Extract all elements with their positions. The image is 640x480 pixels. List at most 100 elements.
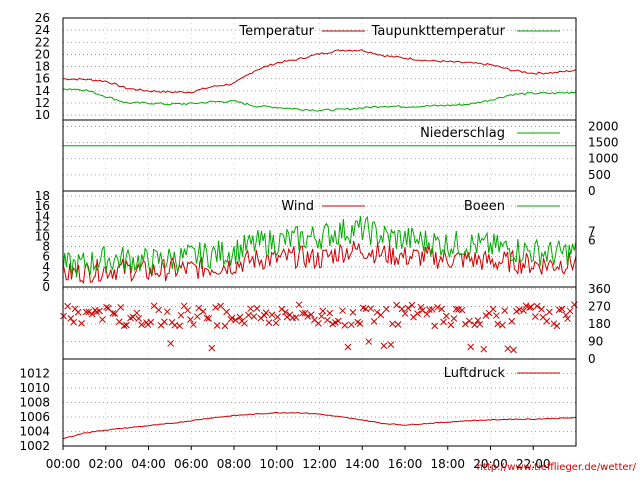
direction-marker [78, 320, 85, 327]
y-tick-label: 1006 [19, 410, 50, 424]
direction-marker [326, 309, 334, 317]
x-tick-label: 22:00 [516, 457, 551, 471]
direction-marker [493, 312, 500, 319]
direction-marker [274, 313, 281, 321]
y-tick-label: 500 [588, 168, 611, 182]
direction-marker [70, 318, 77, 326]
direction-marker [195, 304, 203, 312]
y-tick-label: 4 [42, 260, 50, 274]
direction-marker [564, 315, 571, 323]
legend-label: Boeen [464, 199, 505, 214]
direction-marker [380, 342, 388, 350]
series-line-temperatur [63, 49, 577, 94]
direction-marker [510, 346, 517, 354]
y-tick-label: 1004 [19, 425, 50, 439]
direction-marker [480, 345, 488, 353]
y-tick-label: 180 [588, 317, 611, 331]
direction-marker [334, 317, 342, 325]
direction-marker [250, 313, 258, 320]
direction-marker [241, 320, 248, 327]
legend-label: Temperatur [238, 24, 314, 39]
x-tick-label: 00:00 [46, 457, 81, 471]
direction-marker [526, 304, 533, 311]
direction-marker [401, 310, 409, 317]
legend-label: Wind [281, 199, 314, 214]
direction-marker [180, 302, 188, 310]
direction-marker [155, 306, 163, 314]
direction-marker [520, 307, 527, 314]
y2-tick-label: 6 [588, 234, 596, 248]
direction-marker [553, 322, 561, 330]
direction-marker [462, 320, 469, 328]
legend-label: Niederschlag [420, 126, 505, 141]
y-tick-label: 1500 [588, 136, 619, 150]
direction-marker [438, 305, 445, 313]
direction-marker [60, 312, 67, 320]
direction-marker [120, 322, 128, 330]
panel-frame [62, 358, 577, 447]
legend-label: Luftdruck [444, 366, 506, 381]
direction-marker [135, 315, 143, 322]
direction-marker [419, 307, 426, 314]
direction-marker [349, 309, 357, 316]
direction-marker [428, 306, 436, 313]
direction-marker [377, 311, 385, 319]
y-tick-label: 18 [35, 189, 50, 203]
y-tick-label: 1002 [19, 439, 50, 453]
y-tick-label: 8 [42, 240, 50, 254]
direction-marker [367, 305, 375, 312]
direction-marker [74, 308, 82, 316]
direction-marker [64, 302, 72, 310]
y-tick-label: 1010 [19, 381, 50, 395]
direction-marker [387, 341, 395, 348]
direction-marker [389, 320, 396, 328]
direction-marker [133, 309, 141, 317]
y-tick-label: 2000 [588, 119, 619, 133]
direction-marker [394, 321, 402, 328]
y-tick-label: 20 [35, 47, 50, 61]
direction-marker [212, 304, 219, 311]
direction-marker [184, 306, 192, 314]
x-tick-label: 16:00 [388, 457, 423, 471]
y-tick-label: 12 [35, 219, 50, 233]
y-tick-label: 1000 [588, 152, 619, 166]
direction-marker [546, 308, 553, 316]
direction-marker [383, 305, 390, 313]
direction-marker [299, 309, 306, 317]
direction-marker [232, 316, 239, 324]
x-tick-label: 10:00 [259, 457, 294, 471]
direction-marker [147, 318, 155, 326]
direction-marker [228, 314, 236, 322]
y2-tick-label: 7 [588, 224, 596, 238]
direction-marker [304, 313, 312, 320]
direction-marker [452, 305, 460, 313]
direction-marker [245, 311, 252, 319]
direction-marker [365, 338, 373, 345]
series-line-luftdruck [62, 411, 577, 440]
direction-marker [504, 345, 512, 352]
direction-marker [187, 316, 194, 323]
direction-marker [247, 305, 254, 313]
direction-marker [160, 318, 168, 326]
direction-marker [265, 319, 273, 326]
y-tick-label: 12 [35, 96, 50, 110]
direction-marker [208, 344, 216, 352]
direction-marker [236, 313, 244, 321]
direction-marker [203, 314, 211, 322]
x-tick-label: 12:00 [302, 457, 337, 471]
direction-marker [408, 301, 416, 309]
direction-marker [398, 305, 406, 313]
direction-marker [489, 305, 497, 313]
direction-marker [88, 310, 96, 318]
y-tick-label: 10 [35, 229, 50, 243]
direction-marker [324, 316, 331, 324]
x-tick-label: 18:00 [430, 457, 465, 471]
direction-marker [82, 308, 90, 316]
direction-marker [356, 320, 364, 327]
direction-marker [115, 318, 123, 326]
y-tick-label: 16 [35, 199, 50, 213]
direction-marker [466, 317, 473, 325]
direction-marker [527, 303, 535, 311]
direction-marker [199, 308, 207, 315]
direction-marker [344, 343, 352, 351]
